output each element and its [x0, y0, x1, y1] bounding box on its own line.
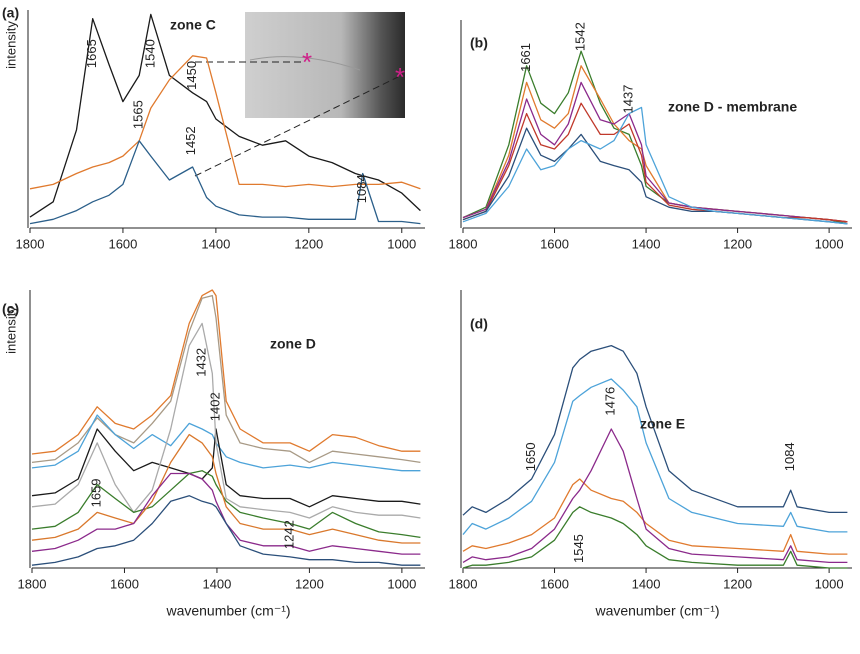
- x-tick-label: 1200: [295, 576, 324, 591]
- spectrum: [462, 428, 848, 564]
- peak-label: 1084: [782, 442, 797, 471]
- peak-label: 1452: [183, 126, 198, 155]
- spectrum: [29, 13, 421, 218]
- x-tick-label: 1000: [387, 576, 416, 591]
- peak-label: 1665: [84, 39, 99, 68]
- x-tick-label: 1400: [202, 576, 231, 591]
- peak-label: 1084: [354, 174, 369, 203]
- x-axis-label: wavenumber (cm⁻¹): [594, 603, 719, 619]
- panel-label: (b): [470, 35, 488, 51]
- spectrum: [462, 344, 848, 516]
- x-tick-label: 1600: [540, 236, 569, 251]
- peak-label: 1650: [523, 442, 538, 471]
- spectrum: [462, 50, 848, 225]
- inset-photo: * *: [194, 12, 405, 177]
- peak-label: 1545: [571, 534, 586, 563]
- panel-label: (a): [2, 5, 19, 21]
- peak-label: 1542: [573, 22, 588, 51]
- x-tick-label: 1800: [449, 576, 478, 591]
- y-axis-label: intensity: [3, 306, 18, 354]
- peak-label: 1450: [184, 61, 199, 90]
- spectrum: [29, 55, 421, 190]
- texture: [249, 56, 361, 71]
- spectrum: [31, 414, 421, 472]
- spectrum: [31, 433, 421, 544]
- peak-label: 1437: [621, 85, 636, 114]
- x-tick-label: 1400: [201, 236, 230, 251]
- spectrum: [31, 428, 421, 508]
- spectrum: [29, 140, 421, 225]
- spectrum: [462, 506, 848, 569]
- x-tick-label: 1200: [723, 576, 752, 591]
- spectrum: [31, 289, 421, 455]
- y-axis-label: intensity: [3, 21, 18, 69]
- peak-label: 1476: [603, 387, 618, 416]
- leader-line: [194, 76, 399, 177]
- x-tick-label: 1800: [16, 236, 45, 251]
- spectrum: [31, 495, 421, 566]
- zone-label: zone C: [170, 17, 216, 33]
- x-tick-label: 1000: [815, 576, 844, 591]
- spectrum: [31, 322, 421, 519]
- marker-star: *: [302, 47, 312, 77]
- peak-label: 1659: [89, 478, 104, 507]
- x-axis-label: wavenumber (cm⁻¹): [165, 603, 290, 619]
- x-tick-label: 1200: [294, 236, 323, 251]
- spectrum: [462, 81, 848, 223]
- x-tick-label: 1400: [632, 576, 661, 591]
- panel-label: (d): [470, 316, 488, 332]
- x-tick-label: 1800: [449, 236, 478, 251]
- peak-label: 1661: [518, 43, 533, 72]
- micrograph: [245, 12, 405, 118]
- peak-label: 1402: [207, 392, 222, 421]
- x-tick-label: 1200: [723, 236, 752, 251]
- peak-label: 1540: [142, 39, 157, 68]
- peak-label: 1432: [194, 348, 209, 377]
- zone-label: zone E: [640, 416, 685, 432]
- x-tick-label: 1000: [815, 236, 844, 251]
- x-tick-label: 1400: [632, 236, 661, 251]
- x-tick-label: 1800: [18, 576, 47, 591]
- spectrum: [462, 127, 848, 225]
- spectrum: [462, 478, 848, 555]
- x-tick-label: 1000: [387, 236, 416, 251]
- zone-label: zone D - membrane: [668, 99, 797, 115]
- x-tick-label: 1600: [540, 576, 569, 591]
- peak-label: 1242: [281, 520, 296, 549]
- spectrum: [31, 472, 421, 555]
- spectrum: [31, 294, 421, 464]
- spectrum: [31, 470, 421, 539]
- x-tick-label: 1600: [110, 576, 139, 591]
- spectrum: [462, 106, 848, 225]
- marker-star: *: [395, 62, 405, 92]
- x-tick-label: 1600: [108, 236, 137, 251]
- spectrum: [462, 378, 848, 536]
- panel-label: (c): [2, 301, 19, 317]
- zone-label: zone D: [270, 336, 316, 352]
- peak-label: 1565: [131, 100, 146, 129]
